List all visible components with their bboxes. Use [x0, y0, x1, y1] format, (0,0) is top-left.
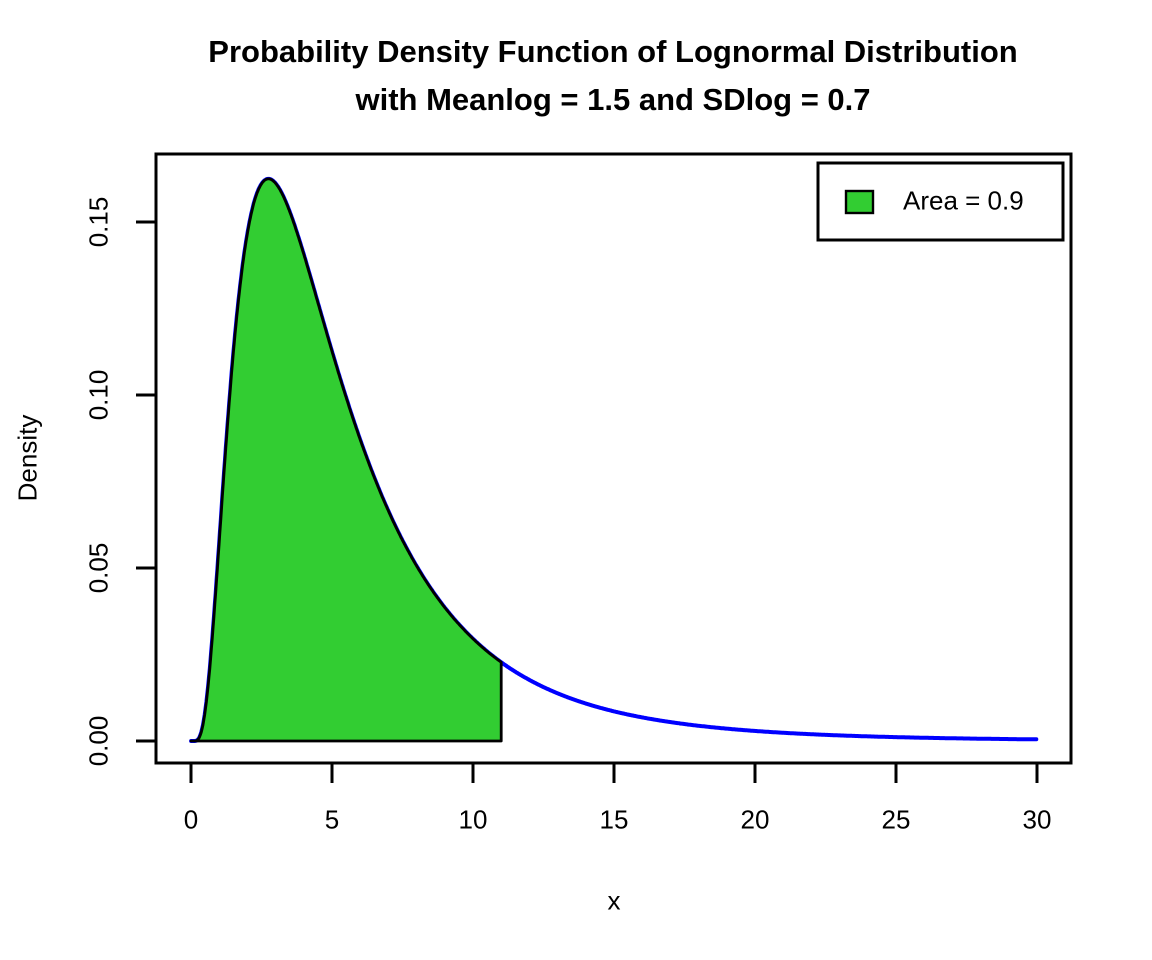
x-tick-label-30: 30: [1022, 804, 1052, 835]
x-tick-label-25: 25: [881, 804, 911, 835]
legend-swatch: [844, 189, 875, 215]
x-axis-label: x: [607, 885, 621, 916]
x-tick-label-20: 20: [740, 804, 770, 835]
x-tick-label-0: 0: [183, 804, 199, 835]
x-tick-label-5: 5: [324, 804, 340, 835]
x-tick-label-15: 15: [599, 804, 629, 835]
chart-title: Probability Density Function of Lognorma…: [208, 28, 1017, 124]
x-tick-label-10: 10: [458, 804, 488, 835]
shaded-area: [189, 177, 503, 743]
plot-box: [154, 152, 1073, 765]
chart-title-line1: Probability Density Function of Lognorma…: [208, 34, 1018, 69]
y-axis-label: Density: [12, 414, 43, 502]
y-tick-label-0.05: 0.05: [83, 542, 114, 594]
legend-label: Area = 0.9: [903, 185, 1024, 216]
chart-title-line2: with Meanlog = 1.5 and SDlog = 0.7: [355, 82, 871, 117]
axis-ticks: [136, 220, 1039, 783]
y-tick-label-0.15: 0.15: [83, 196, 114, 248]
y-tick-label-0.10: 0.10: [83, 369, 114, 421]
y-tick-label-0.00: 0.00: [83, 715, 114, 767]
